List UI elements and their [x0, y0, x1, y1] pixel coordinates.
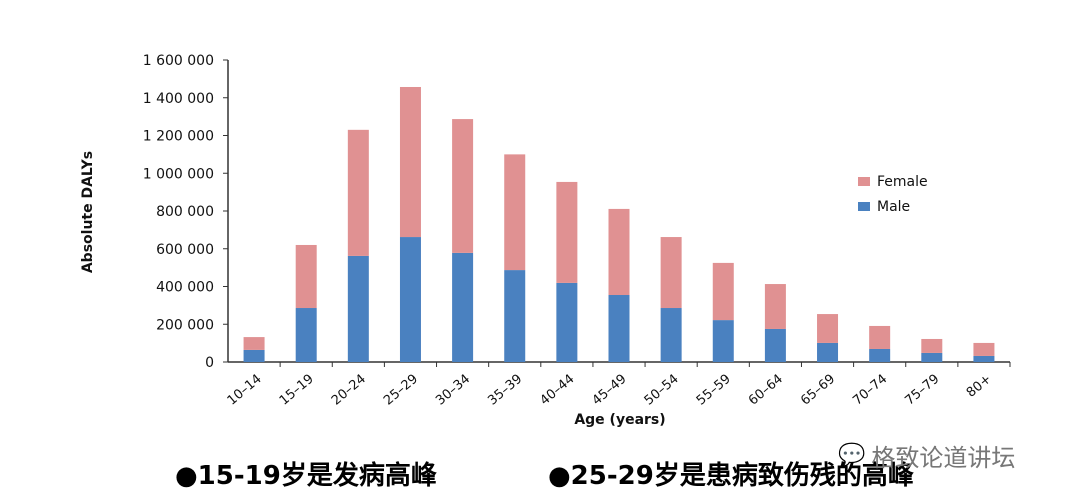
bar-male-70–74: [869, 348, 891, 362]
y-tick-label: 1 200 000: [143, 129, 214, 145]
x-tick-label: 55–59: [694, 372, 734, 409]
caption-2: ●25-29岁是患病致伤残的高峰: [548, 461, 914, 491]
bar-female-55–59: [712, 262, 734, 321]
bar-male-75–79: [921, 352, 943, 362]
bar-male-40–44: [556, 282, 578, 362]
bar-male-15–19: [295, 308, 317, 362]
legend-swatch-female: [858, 177, 870, 186]
watermark: 💬 格致论道讲坛: [838, 438, 1015, 473]
x-tick-label: 45–49: [590, 372, 630, 409]
y-axis-label: Absolute DALYs: [80, 151, 96, 273]
bar-female-40–44: [556, 181, 578, 283]
bar-male-80+: [973, 355, 995, 362]
bar-male-35–39: [504, 270, 526, 362]
watermark-text: 格致论道讲坛: [871, 444, 1016, 472]
bar-male-60–64: [764, 328, 786, 362]
wechat-icon: 💬: [838, 443, 866, 468]
x-tick-label: 10–14: [225, 372, 265, 409]
bar-female-45–49: [608, 208, 630, 295]
stacked-bar-chart: 0 200 000 400 000 600 000 800 000 1 000 000 1 …: [80, 53, 1011, 428]
bar-male-50–54: [660, 308, 682, 362]
x-tick-label: 65–69: [798, 372, 838, 409]
x-tick-label: 30–34: [433, 372, 473, 409]
legend-swatch-male: [858, 202, 870, 211]
bar-male-65–69: [817, 342, 839, 362]
bar-male-25–29: [399, 237, 421, 362]
x-tick-label: 70–74: [850, 372, 890, 409]
x-axis-label: Age (years): [574, 412, 665, 428]
y-tick-label: 200 000: [156, 317, 214, 333]
y-tick-label: 600 000: [156, 242, 214, 258]
x-tick-label: 75–79: [902, 372, 942, 409]
caption-1: ●15-19岁是发病高峰: [175, 461, 437, 491]
x-tick-label: 50–54: [642, 372, 682, 409]
x-tick-label: 60–64: [746, 372, 786, 409]
x-tick-label: 40–44: [537, 372, 577, 409]
legend-label-female: Female: [877, 174, 928, 190]
bar-male-20–24: [347, 255, 369, 362]
x-tick-label: 25–29: [381, 372, 421, 409]
bar-male-30–34: [452, 252, 474, 362]
bar-female-60–64: [764, 284, 786, 329]
y-tick-label: 0: [205, 355, 214, 371]
bar-female-10–14: [243, 337, 265, 350]
bar-male-55–59: [712, 320, 734, 362]
bar-female-30–34: [452, 119, 474, 253]
bar-female-15–19: [295, 244, 317, 309]
bar-female-80+: [973, 342, 995, 356]
bar-female-20–24: [347, 129, 369, 256]
x-tick-label: 35–39: [485, 372, 525, 409]
bar-female-75–79: [921, 338, 943, 353]
y-tick-label: 400 000: [156, 280, 214, 296]
x-tick-label: 20–24: [329, 372, 369, 409]
x-tick-label: 15–19: [277, 372, 317, 409]
y-tick-label: 1 000 000: [143, 166, 214, 182]
bar-female-70–74: [869, 325, 891, 349]
bar-female-25–29: [399, 86, 421, 238]
bar-female-50–54: [660, 237, 682, 309]
bar-male-10–14: [243, 349, 265, 362]
bar-female-65–69: [817, 314, 839, 343]
y-tick-label: 1 400 000: [143, 91, 214, 107]
y-tick-label: 1 600 000: [143, 53, 214, 69]
y-tick-label: 800 000: [156, 204, 214, 220]
bar-female-35–39: [504, 154, 526, 271]
x-tick-label: 80+: [964, 372, 995, 401]
legend-label-male: Male: [877, 199, 910, 215]
bar-male-45–49: [608, 294, 630, 362]
